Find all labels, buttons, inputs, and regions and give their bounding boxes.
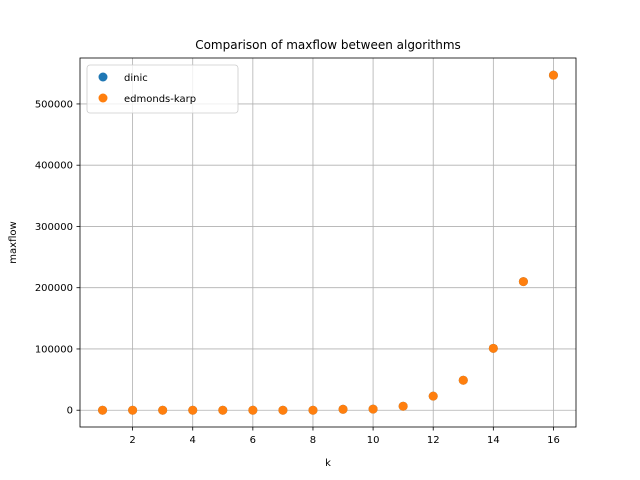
- data-point-edmonds-karp: [428, 391, 438, 401]
- y-tick-label: 0: [67, 406, 73, 417]
- y-tick-label: 200000: [35, 283, 73, 294]
- legend-box: [86, 64, 239, 114]
- x-axis-label: k: [325, 458, 331, 469]
- data-point-edmonds-karp: [398, 401, 408, 411]
- x-axis: 2 4 6 8 10 12 14 16: [129, 427, 560, 446]
- x-tick-label: 8: [310, 435, 316, 446]
- y-tick-label: 400000: [35, 161, 73, 172]
- y-axis-label: maxflow: [8, 221, 19, 263]
- legend-label-dinic: dinic: [124, 73, 148, 84]
- data-point-edmonds-karp: [458, 375, 468, 385]
- data-point-edmonds-karp: [338, 404, 348, 414]
- legend-label-edmonds-karp: edmonds-karp: [124, 94, 196, 105]
- data-point-edmonds-karp: [488, 343, 498, 353]
- x-tick-label: 4: [190, 435, 196, 446]
- data-point-edmonds-karp: [128, 405, 138, 415]
- x-tick-label: 6: [250, 435, 256, 446]
- data-point-edmonds-karp: [218, 405, 228, 415]
- y-tick-label: 300000: [35, 222, 73, 233]
- y-axis: 0 100000 200000 300000 400000 500000: [35, 99, 80, 417]
- legend-marker-dinic: [98, 72, 108, 82]
- data-point-edmonds-karp: [308, 405, 318, 415]
- data-point-edmonds-karp: [248, 405, 258, 415]
- x-tick-label: 10: [367, 435, 380, 446]
- data-point-edmonds-karp: [518, 277, 528, 287]
- chart-title: Comparison of maxflow between algorithms: [195, 38, 461, 52]
- x-tick-label: 2: [129, 435, 135, 446]
- y-tick-label: 500000: [35, 99, 73, 110]
- data-point-edmonds-karp: [158, 405, 168, 415]
- y-tick-label: 100000: [35, 344, 73, 355]
- x-tick-label: 16: [547, 435, 560, 446]
- legend-marker-edmonds-karp: [98, 93, 108, 103]
- data-points: [98, 70, 558, 415]
- data-point-edmonds-karp: [278, 405, 288, 415]
- series-edmonds-karp: [98, 70, 558, 415]
- data-point-edmonds-karp: [368, 404, 378, 414]
- data-point-edmonds-karp: [98, 405, 108, 415]
- data-point-edmonds-karp: [548, 70, 558, 80]
- data-point-edmonds-karp: [188, 405, 198, 415]
- x-tick-label: 12: [427, 435, 440, 446]
- x-tick-label: 14: [487, 435, 500, 446]
- plot-frame: [79, 57, 577, 428]
- legend: dinic edmonds-karp: [86, 64, 239, 114]
